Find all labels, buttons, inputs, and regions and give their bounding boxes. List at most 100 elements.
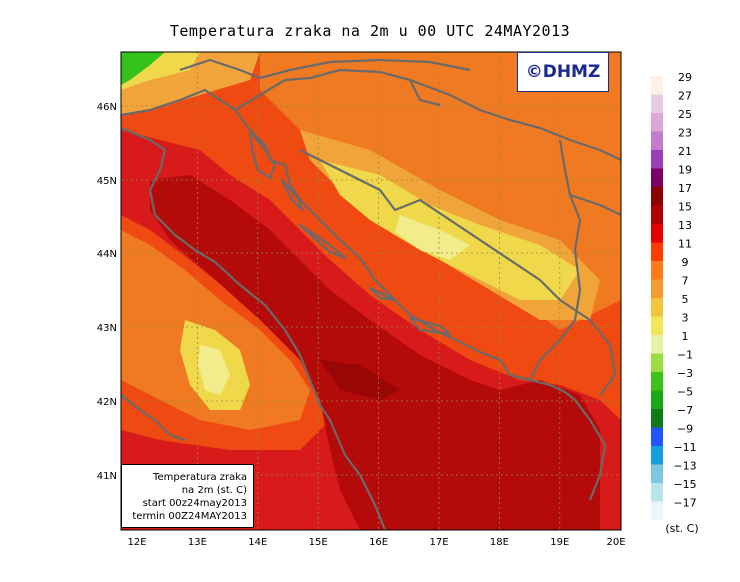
colorbar-swatch — [651, 168, 663, 187]
lon-tick-label: 12E — [127, 537, 146, 548]
colorbar-level-label: 25 — [678, 108, 692, 121]
colorbar-swatch — [651, 279, 663, 298]
colorbar-swatch — [651, 205, 663, 224]
lon-tick-label: 16E — [369, 537, 388, 548]
colorbar-swatch — [651, 298, 663, 317]
info-box: Temperatura zraka na 2m (st. C) start 00… — [121, 464, 254, 528]
colorbar-swatch — [651, 409, 663, 428]
border-albania — [574, 399, 607, 501]
island-2 — [298, 223, 347, 260]
colorbar-level-label: −7 — [677, 404, 693, 417]
colorbar-level-label: 9 — [682, 256, 689, 269]
island-1 — [280, 178, 304, 212]
colorbar-level-label: 17 — [678, 182, 692, 195]
colorbar-swatch — [651, 261, 663, 280]
border-slovenia — [234, 68, 441, 111]
info-line-2: na 2m (st. C) — [181, 485, 247, 496]
colorbar-swatch — [651, 187, 663, 206]
colorbar-swatch — [651, 483, 663, 502]
island-4 — [408, 316, 452, 336]
lat-tick-label: 46N — [97, 102, 117, 113]
longitude-ticks: 12E 13E 14E 15E 16E 17E 18E 19E 20E — [127, 537, 625, 548]
colorbar-level-label: 29 — [678, 71, 692, 84]
colorbar-level-label: 21 — [678, 145, 692, 158]
italy-west-coast — [121, 394, 186, 442]
map-frame — [120, 51, 622, 531]
colorbar-swatch — [651, 76, 663, 95]
colorbar-level-label: −3 — [677, 367, 693, 380]
colorbar-level-label: 7 — [682, 275, 689, 288]
colorbar-level-label: 5 — [682, 293, 689, 306]
border-montenegro — [559, 299, 617, 396]
field-italy-pale — [198, 345, 230, 395]
colorbar-level-label: −11 — [673, 441, 696, 454]
istria — [248, 128, 277, 180]
lat-tick-label: 42N — [97, 397, 117, 408]
colorbar-swatch — [651, 501, 663, 520]
colorbar-level-label: −15 — [673, 478, 696, 491]
field-sea-dark — [150, 175, 600, 530]
colorbar-swatch — [651, 446, 663, 465]
island-3 — [368, 286, 397, 302]
colorbar-swatch — [651, 427, 663, 446]
colorbar: 29 27 25 23 21 19 17 15 13 11 9 7 5 3 1 −1 −3 −5 −7 −9 −11 −1… — [651, 71, 699, 535]
colorbar-swatch — [651, 242, 663, 261]
colorbar-level-label: −5 — [677, 386, 693, 399]
colorbar-level-label: −13 — [673, 460, 696, 473]
colorbar-level-label: 27 — [678, 90, 692, 103]
border-bosnia-east — [529, 139, 582, 381]
temperature-field — [121, 52, 621, 530]
colorbar-level-label: 11 — [678, 238, 692, 251]
border-croatia-inner — [299, 149, 561, 301]
border-austria — [179, 58, 471, 80]
lon-tick-label: 13E — [188, 537, 207, 548]
colorbar-swatch — [651, 316, 663, 335]
lat-tick-label: 45N — [97, 176, 117, 187]
border-serbia — [569, 193, 621, 216]
coastlines — [121, 58, 621, 530]
field-pale-yellow — [395, 215, 470, 260]
lon-tick-label: 18E — [490, 537, 509, 548]
latitude-ticks: 46N 45N 44N 43N 42N 41N — [97, 102, 117, 482]
colorbar-swatch — [651, 131, 663, 150]
border-hungary — [409, 78, 621, 161]
map-title: Temperatura zraka na 2m u 00 UTC 24MAY20… — [169, 22, 571, 40]
lon-tick-label: 19E — [550, 537, 569, 548]
lat-tick-label: 41N — [97, 471, 117, 482]
field-sea-darker — [320, 360, 400, 400]
colorbar-swatch — [651, 224, 663, 243]
lat-tick-label: 44N — [97, 249, 117, 260]
field-nw-green — [121, 52, 165, 85]
colorbar-level-label: 13 — [678, 219, 692, 232]
dhmz-copyright: ©DHMZ — [517, 52, 609, 92]
colorbar-swatch — [651, 113, 663, 132]
info-line-3: start 00z24may2013 — [142, 498, 247, 509]
info-line-1: Temperatura zraka — [153, 472, 247, 483]
colorbar-level-label: 3 — [682, 312, 689, 325]
colorbar-level-label: 15 — [678, 201, 692, 214]
colorbar-level-label: 19 — [678, 164, 692, 177]
colorbar-level-label: 1 — [682, 330, 689, 343]
croatia-coast — [234, 109, 576, 401]
border-italy-north — [121, 88, 236, 117]
lat-tick-label: 43N — [97, 323, 117, 334]
lon-tick-label: 14E — [248, 537, 267, 548]
colorbar-level-label: −17 — [673, 497, 696, 510]
colorbar-level-label: −1 — [677, 349, 693, 362]
colorbar-unit: (st. C) — [665, 522, 698, 535]
colorbar-swatch — [651, 390, 663, 409]
grid-lines — [121, 52, 621, 530]
lon-tick-label: 20E — [606, 537, 625, 548]
colorbar-swatch — [651, 353, 663, 372]
colorbar-swatch — [651, 150, 663, 169]
info-line-4: termin 00Z24MAY2013 — [132, 511, 247, 522]
italy-east-coast — [121, 126, 387, 530]
lon-tick-label: 17E — [429, 537, 448, 548]
colorbar-level-label: 23 — [678, 127, 692, 140]
colorbar-level-label: −9 — [677, 423, 693, 436]
lon-tick-label: 15E — [309, 537, 328, 548]
colorbar-swatch — [651, 94, 663, 113]
colorbar-swatch — [651, 335, 663, 354]
field-italy-orange — [121, 230, 310, 430]
